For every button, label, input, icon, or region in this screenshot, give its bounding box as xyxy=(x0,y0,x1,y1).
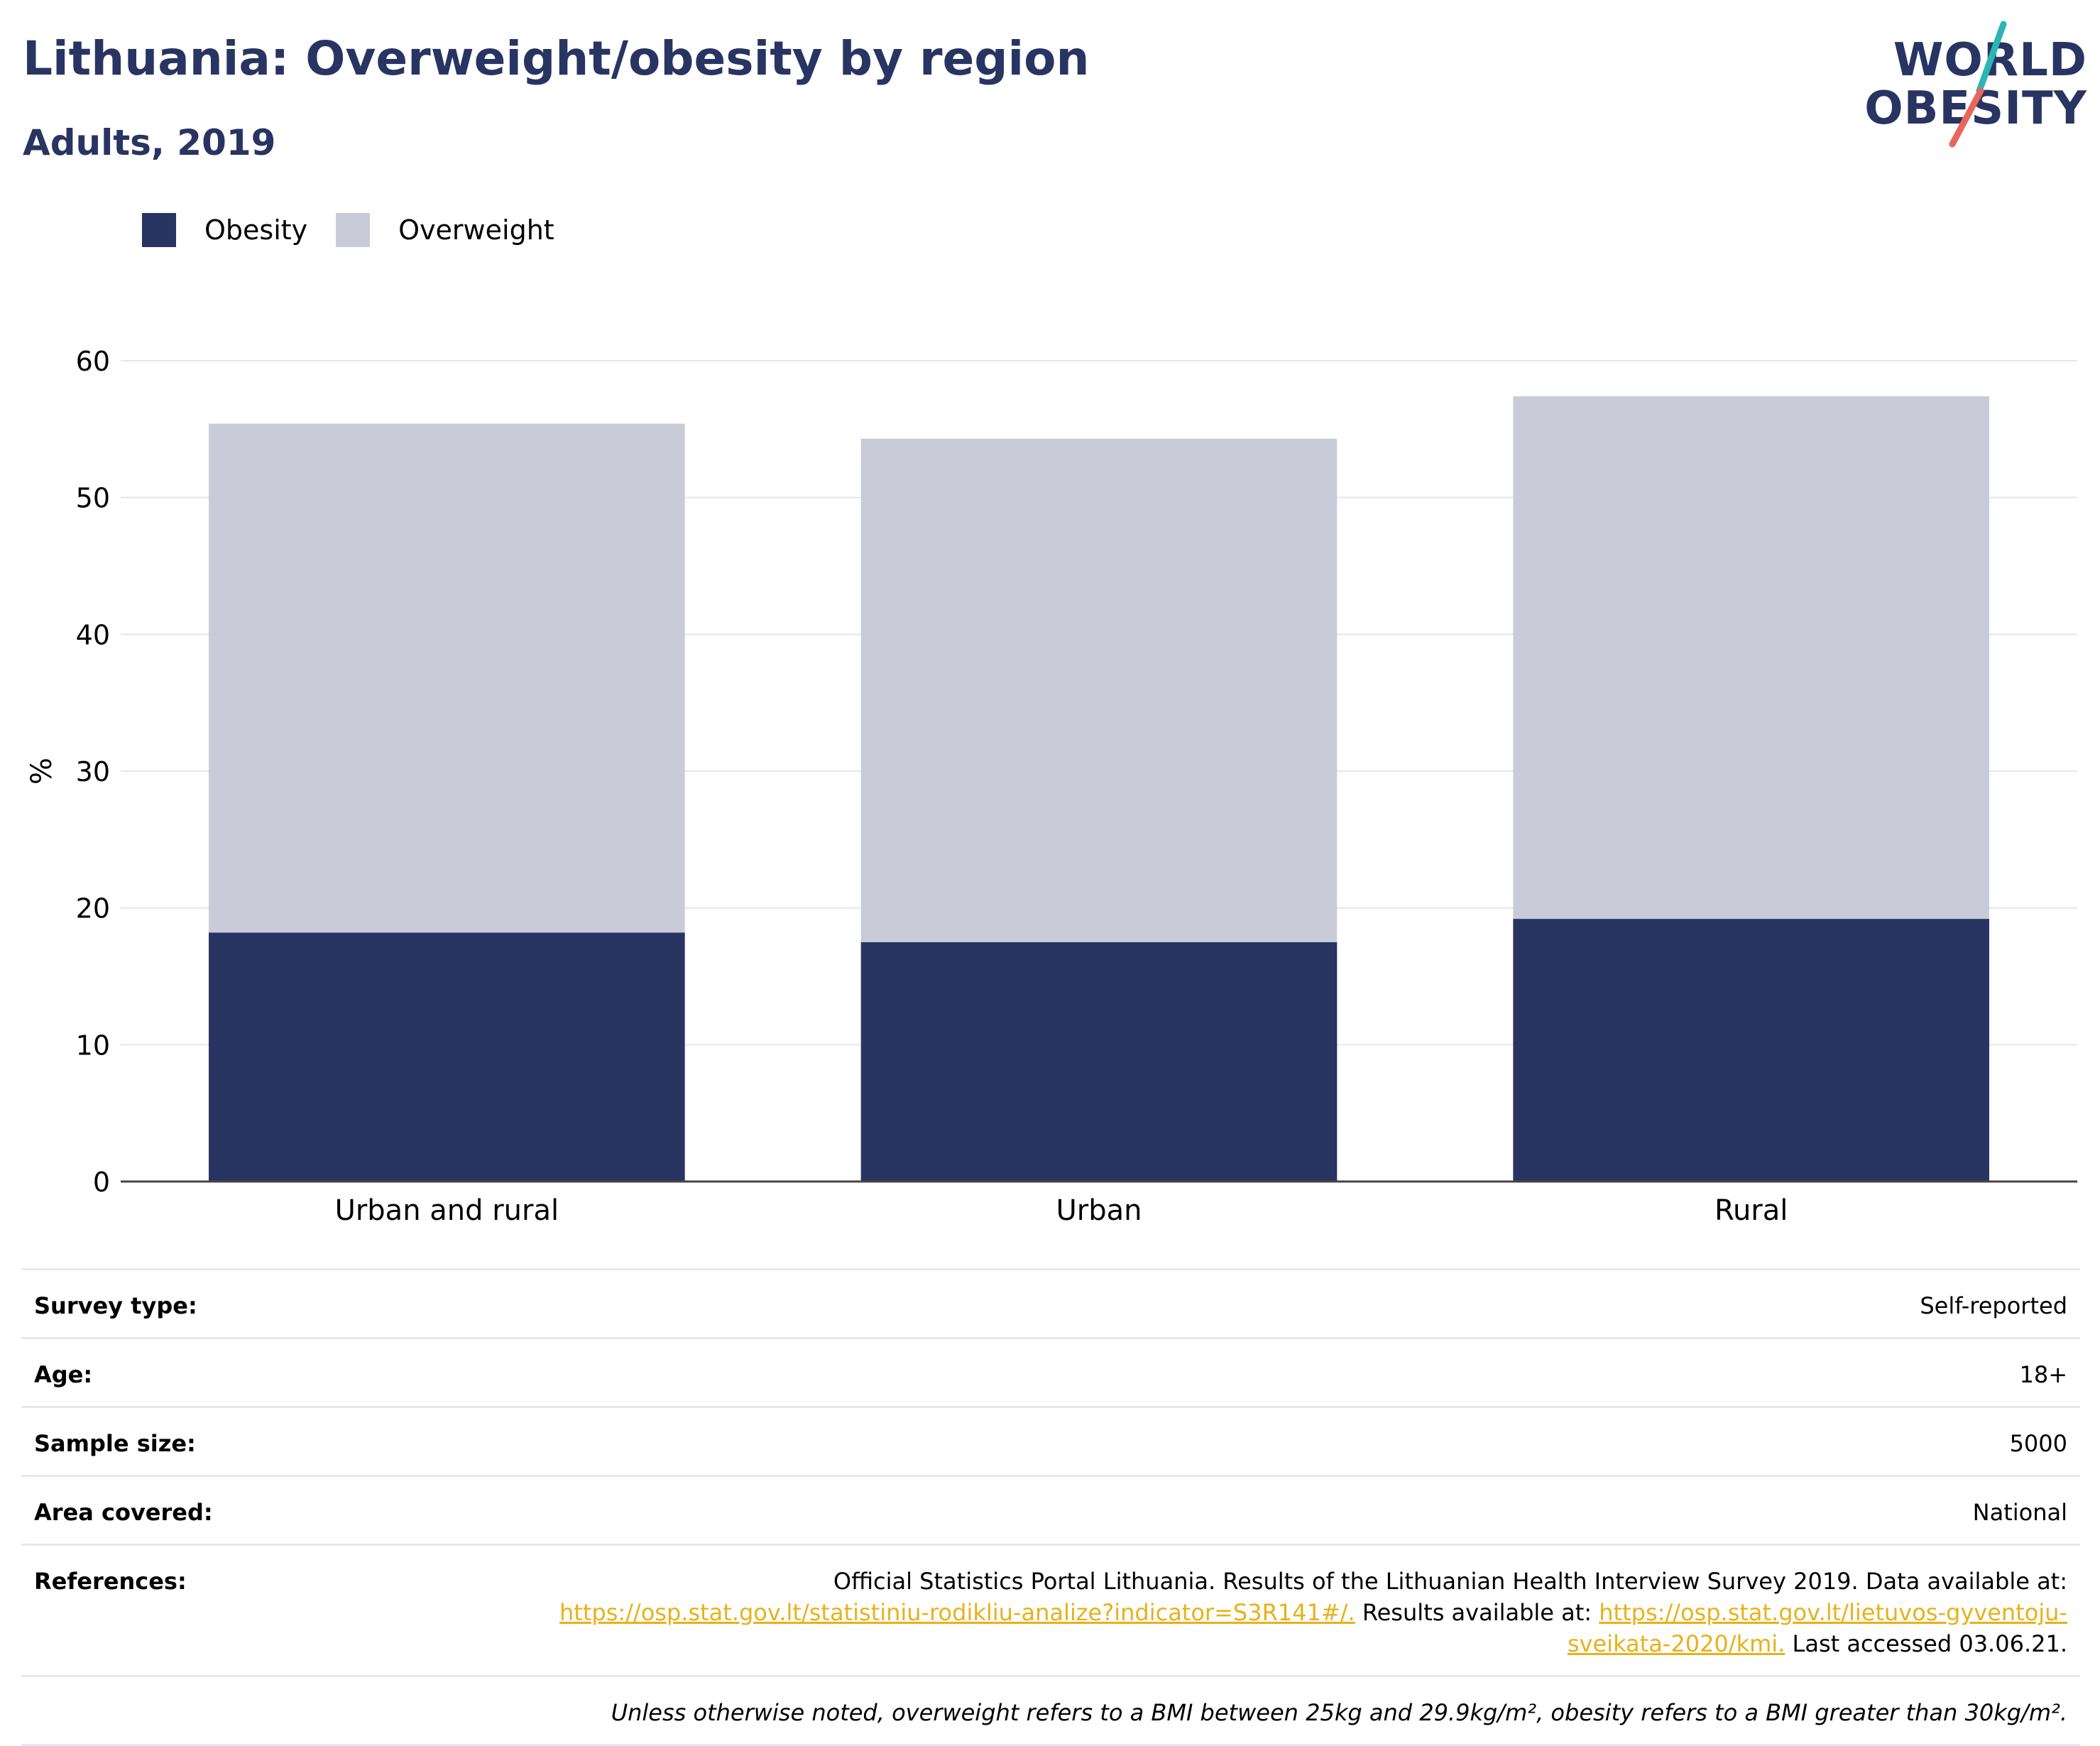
meta-row-age: Age: 18+ xyxy=(21,1337,2080,1406)
meta-value-references: Official Statistics Portal Lithuania. Re… xyxy=(559,1566,2067,1659)
meta-row-survey-type: Survey type: Self-reported xyxy=(21,1268,2080,1337)
logo-slash-top xyxy=(1976,21,2007,94)
bar-obesity-1 xyxy=(209,932,685,1182)
y-tick-label-40: 40 xyxy=(76,619,110,650)
meta-key-references: References: xyxy=(34,1568,187,1595)
y-tick-label-10: 10 xyxy=(76,1030,110,1061)
meta-row-references: References: Official Statistics Portal L… xyxy=(21,1544,2080,1675)
bmi-definition-note: Unless otherwise noted, overweight refer… xyxy=(611,1699,2067,1726)
legend-swatch-overweight xyxy=(336,213,371,247)
meta-value-area-covered: National xyxy=(1972,1499,2067,1526)
references-link-2b[interactable]: sveikata-2020/kmi. xyxy=(1567,1630,1785,1657)
stacked-bar-chart: 0 10 20 30 40 50 60% Urban and rural Urban Rural xyxy=(26,346,2077,1227)
legend-label-obesity: Obesity xyxy=(204,214,308,246)
references-text-3: Last accessed 03.06.21. xyxy=(1785,1630,2068,1657)
meta-key-area-covered: Area covered: xyxy=(34,1499,213,1526)
references-link-1[interactable]: https://osp.stat.gov.lt/statistiniu-rodi… xyxy=(559,1599,1355,1626)
legend-item-overweight[interactable]: Overweight xyxy=(336,213,554,247)
legend-swatch-obesity xyxy=(142,213,176,247)
legend-label-overweight: Overweight xyxy=(398,214,554,246)
references-link-2a[interactable]: https://osp.stat.gov.lt/lietuvos-gyvento… xyxy=(1599,1599,2067,1626)
meta-value-sample-size: 5000 xyxy=(2009,1430,2067,1457)
world-obesity-logo: WORLD OBESITY xyxy=(1846,20,2087,148)
x-tick-label-3: Rural xyxy=(1715,1194,1788,1227)
references-text-2: Results available at: xyxy=(1355,1599,1599,1626)
x-tick-label-1: Urban and rural xyxy=(335,1194,559,1227)
meta-value-age: 18+ xyxy=(2019,1361,2067,1388)
survey-metadata-table: Survey type: Self-reported Age: 18+ Samp… xyxy=(21,1268,2080,1746)
bar-obesity-2 xyxy=(860,942,1338,1182)
bar-obesity-3 xyxy=(1513,919,1989,1182)
meta-row-sample-size: Sample size: 5000 xyxy=(21,1406,2080,1475)
legend-item-obesity[interactable]: Obesity xyxy=(142,213,307,247)
meta-row-area-covered: Area covered: National xyxy=(21,1475,2080,1544)
y-tick-label-50: 50 xyxy=(76,483,110,514)
logo-slash-bottom xyxy=(1949,87,1984,148)
meta-row-note: Unless otherwise noted, overweight refer… xyxy=(21,1675,2080,1746)
references-text-1: Official Statistics Portal Lithuania. Re… xyxy=(833,1568,2067,1595)
bar-overweight-2 xyxy=(860,438,1338,942)
y-tick-label-0: 0 xyxy=(93,1167,110,1198)
chart-title: Lithuania: Overweight/obesity by region xyxy=(23,31,1090,86)
logo-line-2: OBESITY xyxy=(1864,82,2087,135)
meta-key-survey-type: Survey type: xyxy=(34,1292,197,1319)
logo-slash-icon xyxy=(1949,21,2007,148)
y-tick-label-20: 20 xyxy=(76,893,110,924)
meta-key-sample-size: Sample size: xyxy=(34,1430,196,1457)
chart-subtitle: Adults, 2019 xyxy=(23,122,276,163)
bar-overweight-3 xyxy=(1513,396,1989,920)
bar-overweight-1 xyxy=(209,423,685,933)
y-tick-label-30: 30 xyxy=(76,756,110,787)
y-tick-label-60: 60 xyxy=(76,346,110,377)
y-axis-label: % xyxy=(26,758,58,785)
meta-value-survey-type: Self-reported xyxy=(1920,1292,2067,1319)
x-tick-label-2: Urban xyxy=(1056,1194,1142,1227)
chart-legend: Obesity Overweight xyxy=(142,212,583,249)
meta-key-age: Age: xyxy=(34,1361,93,1388)
